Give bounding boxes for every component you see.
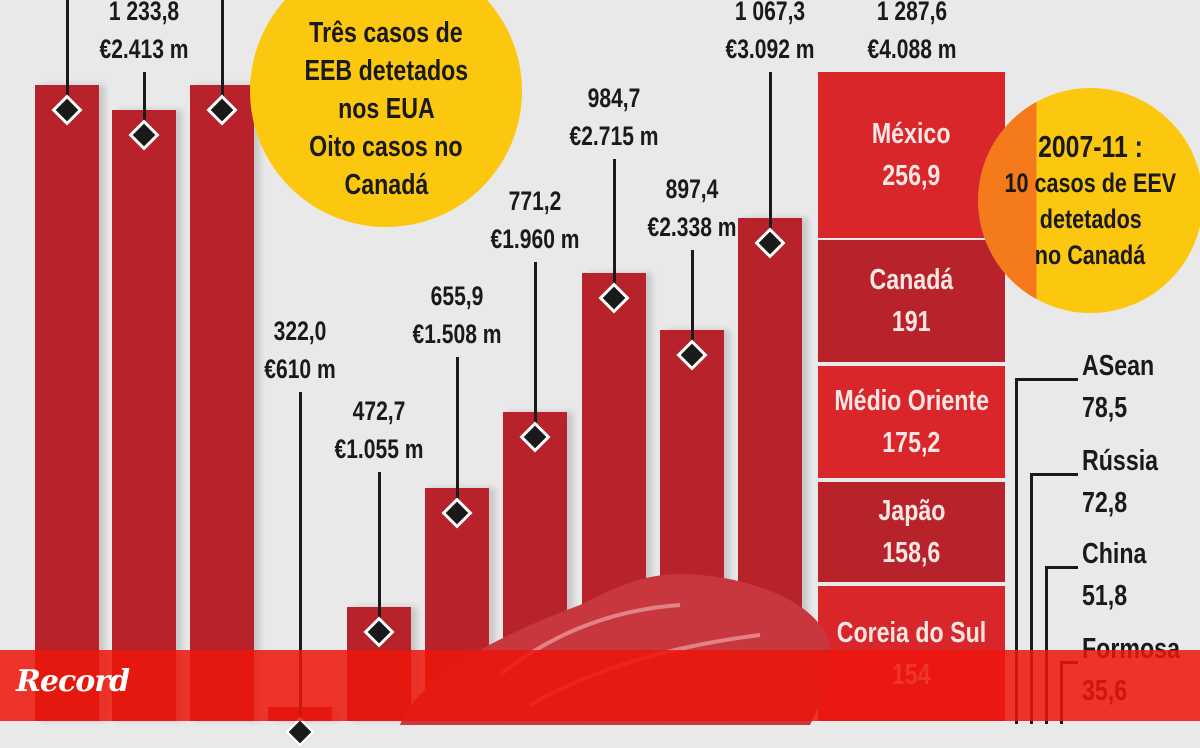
market-value: 51,8 [1082, 580, 1128, 612]
volume-label: 655,9 [430, 281, 484, 311]
leader-line [534, 262, 537, 436]
value-label: 322,0 €610 m [230, 312, 370, 388]
segment-value: 175,2 [882, 427, 941, 459]
leader-line [378, 472, 381, 631]
volume-label: 1 233,8 [108, 0, 180, 26]
bar [112, 110, 176, 721]
value-euro-label: €1.960 m [490, 224, 580, 254]
leader-line [221, 0, 224, 109]
value-label: 472,7 €1.055 m [309, 392, 449, 468]
bar [35, 85, 99, 721]
value-euro-label: €2.338 m [647, 212, 737, 242]
segment-name: Coreia do Sul [836, 616, 987, 649]
other-market-item: ASean 78,5 [1082, 345, 1172, 429]
diamond-marker [284, 716, 316, 748]
market-name: ASean [1082, 350, 1155, 382]
market-name: China [1082, 538, 1147, 570]
segment-value: 191 [892, 306, 931, 338]
bracket-line [1015, 378, 1078, 724]
other-market-item: China 51,8 [1082, 533, 1163, 617]
value-label: 655,9 €1.508 m [387, 277, 527, 353]
volume-label: 897,4 [665, 174, 719, 204]
bar [190, 85, 254, 721]
bubble-line: Oito casos no [309, 131, 463, 163]
bubble-line: Canadá [344, 169, 428, 201]
volume-label: 322,0 [273, 316, 327, 346]
bubble-line: no Canadá [1035, 239, 1146, 270]
segment-name: Canadá [869, 264, 954, 296]
value-label: 984,7 €2.715 m [544, 79, 684, 155]
value-euro-label: €1.508 m [412, 319, 502, 349]
volume-label: 771,2 [508, 186, 562, 216]
volume-label: 1 287,6 [876, 0, 948, 26]
leader-line [66, 0, 69, 109]
brand-band [0, 650, 1200, 721]
bubble-line: detetados [1039, 203, 1142, 234]
value-label: 1 233,8 €2.413 m [74, 0, 214, 68]
record-logo: Record [16, 664, 130, 699]
segment-canadá: Canadá 191 [818, 240, 1005, 362]
market-value: 72,8 [1082, 487, 1128, 519]
leader-line [691, 250, 694, 354]
annotation-bubble-2007: 2007-11 : 10 casos de EEV detetados no C… [978, 88, 1200, 313]
segment-name: Japão [877, 495, 946, 527]
volume-label: 1 067,3 [734, 0, 806, 26]
segment-méxico: México 256,9 [818, 72, 1005, 238]
segment-value: 158,6 [882, 537, 941, 569]
other-market-item: Rússia 72,8 [1082, 440, 1177, 524]
bubble-line: Três casos de [309, 17, 463, 49]
leader-line [769, 72, 772, 242]
bubble-line: EEB detetados [304, 55, 468, 87]
value-euro-label: €610 m [264, 354, 336, 384]
bracket-line [1030, 473, 1078, 724]
market-value: 78,5 [1082, 392, 1128, 424]
value-euro-label: €2.413 m [99, 34, 189, 64]
leader-line [143, 72, 146, 134]
leader-line [456, 357, 459, 512]
value-label: 1 067,3 €3.092 m [700, 0, 840, 68]
leader-line [299, 392, 302, 731]
segment-value: 256,9 [882, 160, 941, 192]
value-label: 771,2 €1.960 m [465, 182, 605, 258]
bracket-line [1045, 566, 1078, 724]
bubble-line: 10 casos de EEV [1004, 167, 1177, 198]
annotation-bubble-2003: Três casos de EEB detetados nos EUA Oito… [250, 0, 522, 227]
value-euro-label: €2.715 m [569, 121, 659, 151]
market-name: Rússia [1082, 445, 1159, 477]
value-label: 897,4 €2.338 m [622, 170, 762, 246]
bubble-line: nos EUA [337, 93, 435, 125]
volume-label: 984,7 [587, 83, 641, 113]
value-euro-label: €3.092 m [725, 34, 815, 64]
segment-japão: Japão 158,6 [818, 482, 1005, 582]
segment-name: Médio Oriente [834, 385, 989, 417]
value-label: 1 287,6 €4.088 m [842, 0, 982, 68]
value-euro-label: €4.088 m [867, 34, 957, 64]
leader-line [613, 159, 616, 297]
segment-name: México [872, 118, 951, 150]
segment-médio-oriente: Médio Oriente 175,2 [818, 366, 1005, 478]
volume-label: 472,7 [352, 396, 406, 426]
value-euro-label: €1.055 m [334, 434, 424, 464]
bubble-title: 2007-11 : [1038, 128, 1143, 164]
